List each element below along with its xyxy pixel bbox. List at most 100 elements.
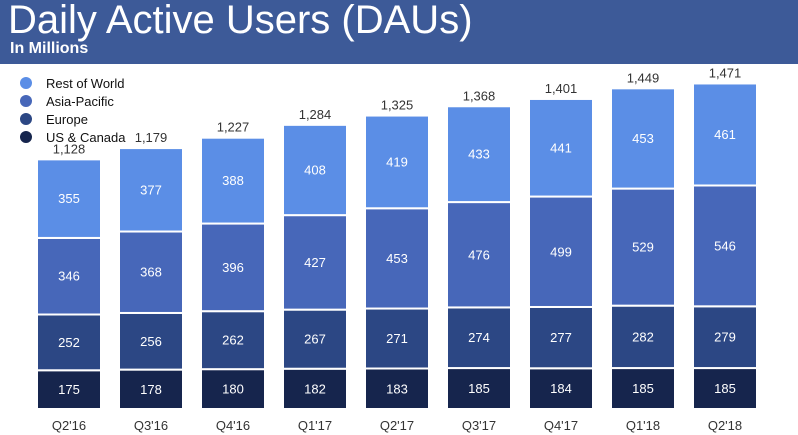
bar-segment-europe (446, 306, 512, 370)
bar-segment-rest-of-world (364, 114, 430, 210)
total-label: 1,227 (217, 120, 250, 135)
data-label: 396 (222, 260, 244, 275)
data-label: 175 (58, 382, 80, 397)
data-label: 441 (550, 140, 572, 155)
data-label: 453 (386, 251, 408, 266)
legend-swatch-asia-pacific (20, 95, 32, 107)
bar-segment-us-canada (36, 369, 102, 410)
legend-label-europe: Europe (46, 111, 88, 127)
legend-item-asia-pacific: Asia-Pacific (20, 92, 126, 110)
data-label: 419 (386, 154, 408, 169)
data-label: 182 (304, 381, 326, 396)
bar-segment-asia-pacific (118, 230, 184, 314)
bar-segment-us-canada (528, 367, 594, 410)
chart-legend: Rest of World Asia-Pacific Europe US & C… (20, 74, 126, 146)
data-label: 185 (632, 381, 654, 396)
bar-group-q2-17: 183 271 453 419 1,325 Q2'17 (364, 98, 430, 433)
legend-swatch-rest-of-world (20, 77, 32, 89)
bar-segment-rest-of-world (200, 136, 266, 225)
data-label: 461 (714, 127, 736, 142)
x-tick-label: Q2'18 (708, 418, 742, 433)
bar-group-q2-18: 185 279 546 461 1,471 Q2'18 (692, 65, 758, 433)
bar-segment-rest-of-world (118, 147, 184, 233)
bar-segment-asia-pacific (610, 187, 676, 307)
legend-label-rest-of-world: Rest of World (46, 75, 125, 91)
bar-group-q1-18: 185 282 529 453 1,449 Q1'18 (610, 70, 676, 433)
data-label: 178 (140, 382, 162, 397)
total-label: 1,449 (627, 70, 660, 85)
legend-item-us-canada: US & Canada (20, 128, 126, 146)
bar-segment-asia-pacific (692, 184, 758, 308)
data-label: 256 (140, 334, 162, 349)
bar-group-q4-16: 180 262 396 388 1,227 Q4'16 (200, 120, 266, 433)
total-label: 1,368 (463, 88, 496, 103)
total-label: 1,128 (53, 141, 86, 156)
data-label: 184 (550, 381, 572, 396)
bar-segment-asia-pacific (282, 214, 348, 311)
data-label: 180 (222, 382, 244, 397)
data-label: 262 (222, 333, 244, 348)
total-label: 1,325 (381, 98, 414, 113)
bar-segment-rest-of-world (446, 105, 512, 204)
total-label: 1,284 (299, 107, 332, 122)
bar-segment-asia-pacific (36, 236, 102, 316)
bar-segment-europe (200, 310, 266, 371)
bar-segment-rest-of-world (282, 123, 348, 217)
data-label: 433 (468, 147, 490, 162)
data-label: 277 (550, 330, 572, 345)
bar-segment-asia-pacific (528, 195, 594, 308)
bar-segment-asia-pacific (200, 222, 266, 313)
bar-group-q4-17: 184 277 499 441 1,401 Q4'17 (528, 81, 594, 433)
bar-group-q2-16: 175 252 346 355 1,128 Q2'16 (36, 141, 102, 433)
data-label: 346 (58, 269, 80, 284)
data-label: 185 (468, 381, 490, 396)
data-label: 355 (58, 191, 80, 206)
chart-title: Daily Active Users (DAUs) (8, 0, 473, 42)
data-label: 546 (714, 238, 736, 253)
bar-segment-us-canada (692, 367, 758, 411)
x-tick-label: Q2'17 (380, 418, 414, 433)
legend-swatch-europe (20, 113, 32, 125)
total-label: 1,471 (709, 65, 742, 80)
bar-group-q3-16: 178 256 368 377 1,179 Q3'16 (118, 130, 184, 433)
stacked-bar-chart: 175 252 346 355 1,128 Q2'16 178 256 368 377 1,179 Q… (36, 65, 758, 433)
bar-segment-rest-of-world (610, 87, 676, 190)
bar-group-q1-17: 182 267 427 408 1,284 Q1'17 (282, 107, 348, 433)
data-label: 185 (714, 381, 736, 396)
data-label: 377 (140, 182, 162, 197)
x-tick-label: Q3'17 (462, 418, 496, 433)
data-label: 282 (632, 329, 654, 344)
bar-group-q3-17: 185 274 476 433 1,368 Q3'17 (446, 88, 512, 433)
x-tick-label: Q1'18 (626, 418, 660, 433)
legend-swatch-us-canada (20, 131, 32, 143)
total-label: 1,179 (135, 130, 168, 145)
bar-segment-europe (118, 311, 184, 371)
legend-item-rest-of-world: Rest of World (20, 74, 126, 92)
x-tick-label: Q4'16 (216, 418, 250, 433)
chart-subtitle: In Millions (10, 40, 89, 57)
x-tick-label: Q2'16 (52, 418, 86, 433)
x-tick-label: Q4'17 (544, 418, 578, 433)
data-label: 368 (140, 265, 162, 280)
bar-segment-rest-of-world (692, 82, 758, 187)
data-label: 279 (714, 330, 736, 345)
data-label: 499 (550, 244, 572, 259)
bar-segment-europe (610, 304, 676, 370)
data-label: 252 (58, 335, 80, 350)
legend-label-us-canada: US & Canada (46, 129, 126, 145)
total-label: 1,401 (545, 81, 578, 96)
x-tick-label: Q1'17 (298, 418, 332, 433)
bar-segment-us-canada (118, 368, 184, 411)
bar-segment-europe (528, 305, 594, 370)
data-label: 271 (386, 331, 408, 346)
data-label: 183 (386, 381, 408, 396)
bar-segment-us-canada (200, 368, 266, 410)
data-label: 388 (222, 173, 244, 188)
data-label: 267 (304, 332, 326, 347)
bar-segment-rest-of-world (528, 97, 594, 198)
data-label: 529 (632, 240, 654, 255)
bar-segment-us-canada (364, 367, 430, 411)
bar-segment-us-canada (282, 367, 348, 410)
data-label: 476 (468, 247, 490, 262)
bar-segment-rest-of-world (36, 158, 102, 239)
